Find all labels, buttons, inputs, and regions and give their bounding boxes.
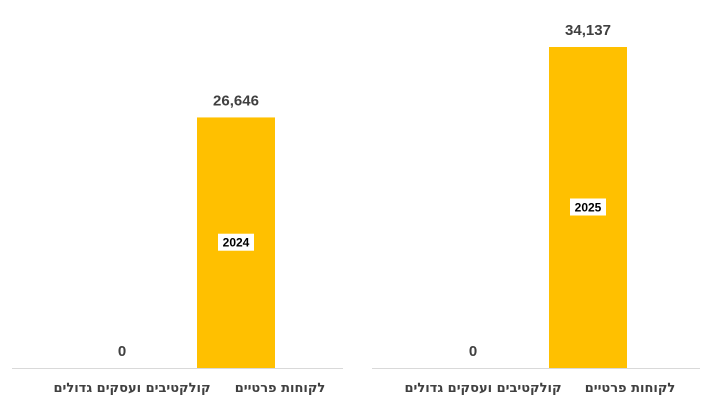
data-label: 34,137: [565, 22, 611, 39]
year-label-box: [218, 233, 254, 251]
category-label: לקוחות פרטיים: [235, 381, 326, 396]
category-label: קולקטיבים ועסקים גדולים: [404, 381, 561, 396]
data-label: 26,646: [213, 92, 259, 109]
year-label: 2025: [575, 201, 602, 215]
category-label: לקוחות פרטיים: [585, 381, 676, 396]
year-label: 2024: [223, 236, 250, 250]
chart-panel-2025: 0 קולקטיבים ועסקים גדולים 2025 34,137 לקוחות…: [372, 22, 700, 396]
data-label: 0: [469, 343, 477, 360]
year-label-box: [570, 198, 606, 216]
category-label: קולקטיבים ועסקים גדולים: [53, 381, 210, 396]
chart-panel-2024: 0 קולקטיבים ועסקים גדולים 2024 26,646 לקוחות…: [12, 92, 343, 396]
data-label: 0: [118, 343, 126, 360]
